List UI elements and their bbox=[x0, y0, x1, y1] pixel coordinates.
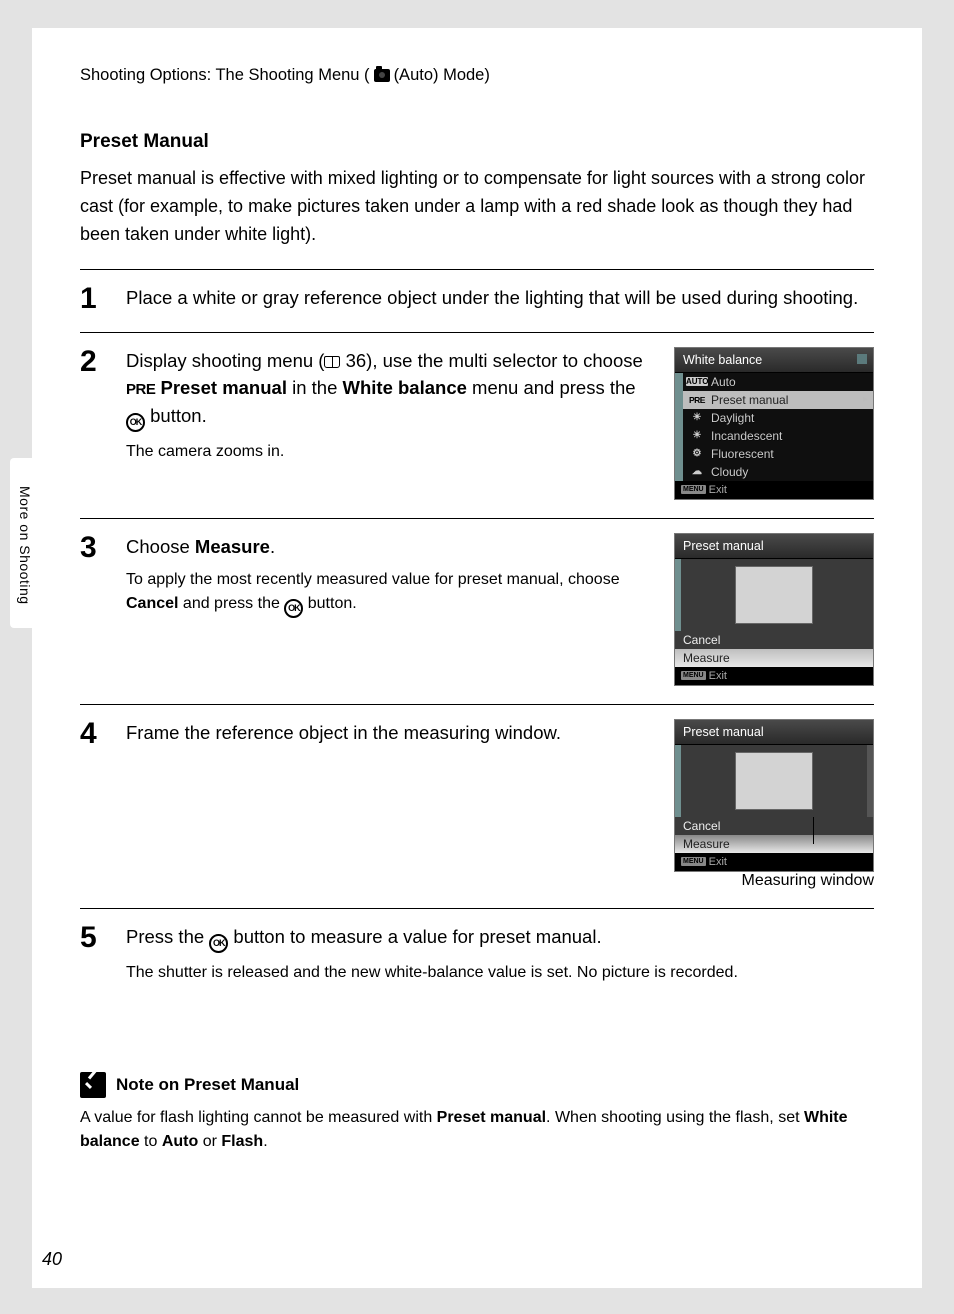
intro-text: Preset manual is effective with mixed li… bbox=[80, 165, 874, 249]
measuring-window-box bbox=[735, 752, 813, 810]
lcd-title: White balance bbox=[675, 348, 873, 373]
lcd-row-preset: PREPreset manual▸ bbox=[675, 391, 873, 409]
lcd-footer: MENUExit bbox=[675, 853, 873, 871]
pre-icon: PRE bbox=[126, 379, 155, 402]
lcd-option-measure: Measure bbox=[675, 649, 873, 667]
step-text: Display shooting menu ( 36), use the mul… bbox=[126, 347, 656, 433]
note-body: A value for flash lighting cannot be mea… bbox=[80, 1106, 874, 1154]
step-subtext: The shutter is released and the new whit… bbox=[126, 961, 874, 984]
menu-badge-icon: MENU bbox=[681, 485, 706, 494]
step-text: Frame the reference object in the measur… bbox=[126, 719, 656, 747]
step-number: 2 bbox=[80, 347, 110, 500]
lcd-title: Preset manual bbox=[675, 534, 873, 559]
section-title: Preset Manual bbox=[80, 131, 874, 153]
callout-line bbox=[794, 814, 814, 844]
step-text: Place a white or gray reference object u… bbox=[126, 284, 874, 312]
lcd-row-cloudy: ☁Cloudy bbox=[675, 463, 873, 481]
camera-icon bbox=[374, 69, 390, 82]
menu-badge-icon: MENU bbox=[681, 857, 706, 866]
breadcrumb: Shooting Options: The Shooting Menu ( (A… bbox=[80, 66, 874, 85]
step-1: 1 Place a white or gray reference object… bbox=[80, 269, 874, 332]
step-subtext: The camera zooms in. bbox=[126, 440, 656, 463]
ok-icon: OK bbox=[126, 413, 145, 432]
lcd-preview bbox=[675, 745, 873, 817]
step-3: 3 Choose Measure. To apply the most rece… bbox=[80, 518, 874, 704]
step-number: 5 bbox=[80, 923, 110, 984]
ok-icon: OK bbox=[209, 934, 228, 953]
book-icon bbox=[324, 356, 340, 368]
lcd-footer: MENUExit bbox=[675, 667, 873, 685]
lcd-option-measure: Measure bbox=[675, 835, 873, 853]
chevron-right-icon: ▸ bbox=[863, 394, 873, 405]
lcd-preview bbox=[675, 559, 873, 631]
lcd-indicator-icon bbox=[857, 354, 867, 364]
breadcrumb-prefix: Shooting Options: The Shooting Menu ( bbox=[80, 66, 370, 85]
side-section-label: More on Shooting bbox=[17, 486, 33, 605]
lcd-row-incandescent: ☀Incandescent bbox=[675, 427, 873, 445]
lcd-row-fluorescent: ⚙Fluorescent bbox=[675, 445, 873, 463]
lcd-row-auto: AUTOAuto bbox=[675, 373, 873, 391]
note-title: Note on Preset Manual bbox=[116, 1075, 299, 1095]
ok-icon: OK bbox=[284, 599, 303, 618]
lcd-option-cancel: Cancel bbox=[675, 631, 873, 649]
lcd-row-daylight: ☀Daylight bbox=[675, 409, 873, 427]
step-text: Press the OK button to measure a value f… bbox=[126, 923, 874, 953]
measuring-window-label: Measuring window bbox=[674, 872, 874, 890]
menu-badge-icon: MENU bbox=[681, 671, 706, 680]
measuring-window-box bbox=[735, 566, 813, 624]
step-2: 2 Display shooting menu ( 36), use the m… bbox=[80, 332, 874, 518]
lcd-preset-manual-1: Preset manual Cancel Measure MENUExit bbox=[674, 533, 874, 686]
lcd-option-cancel: Cancel bbox=[675, 817, 873, 835]
step-4: 4 Frame the reference object in the meas… bbox=[80, 704, 874, 908]
note-block: Note on Preset Manual A value for flash … bbox=[80, 1072, 874, 1154]
step-number: 4 bbox=[80, 719, 110, 890]
manual-page: More on Shooting Shooting Options: The S… bbox=[32, 28, 922, 1288]
step-5: 5 Press the OK button to measure a value… bbox=[80, 908, 874, 1002]
step-subtext: To apply the most recently measured valu… bbox=[126, 568, 656, 617]
lcd-preset-manual-2: Preset manual Cancel Measure MENUExit Me… bbox=[674, 719, 874, 890]
check-icon bbox=[80, 1072, 106, 1098]
breadcrumb-suffix: (Auto) Mode) bbox=[394, 66, 490, 85]
step-number: 3 bbox=[80, 533, 110, 686]
lcd-white-balance: White balance AUTOAuto PREPreset manual▸… bbox=[674, 347, 874, 500]
step-text: Choose Measure. bbox=[126, 533, 656, 561]
page-number: 40 bbox=[42, 1249, 62, 1270]
lcd-footer: MENUExit bbox=[675, 481, 873, 499]
step-number: 1 bbox=[80, 284, 110, 314]
lcd-title: Preset manual bbox=[675, 720, 873, 745]
